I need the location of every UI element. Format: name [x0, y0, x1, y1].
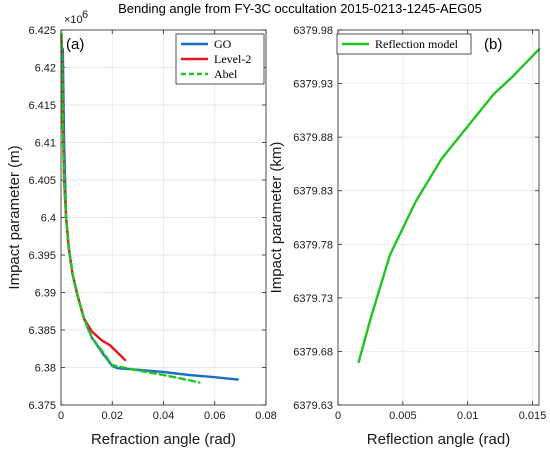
- y-exponent-label: ×10: [64, 14, 83, 26]
- y-exponent-power: 6: [82, 9, 88, 21]
- y-tick-label: 6.4: [41, 213, 56, 225]
- y-tick-label: 6.415: [28, 100, 56, 112]
- y-tick-label: 6.39: [35, 288, 56, 300]
- y-tick-label: 6.405: [28, 175, 56, 187]
- y-tick-label: 6.375: [28, 400, 56, 412]
- y-tick-label: 6.42: [35, 63, 56, 75]
- legend-entry: Level-2: [214, 52, 251, 66]
- x-tick-label: 0.08: [255, 410, 276, 422]
- figure-title: Bending angle from FY-3C occultation 201…: [118, 1, 482, 16]
- legend-entry: GO: [214, 37, 232, 51]
- x-tick-label: 0.04: [153, 410, 174, 422]
- x-axis-label: Refraction angle (rad): [91, 431, 236, 448]
- legend-box: [336, 33, 472, 55]
- y-tick-label: 6379.98: [293, 25, 333, 37]
- panel-a-chart: 0 0.02 0.04 0.06 0.08 6.375 6.38 6.385 6.39 6.395…: [6, 9, 277, 448]
- y-tick-label: 6379.88: [293, 132, 333, 144]
- legend-entry: Abel: [214, 67, 238, 81]
- x-tick-label: 0: [335, 410, 341, 422]
- y-tick-label: 6379.93: [293, 79, 333, 91]
- series-line-abel: [60, 32, 201, 384]
- panel-label: (a): [66, 36, 84, 53]
- y-tick-label: 6379.78: [293, 239, 333, 251]
- panel-label: (b): [484, 36, 502, 53]
- x-axis-label: Reflection angle (rad): [367, 431, 510, 448]
- x-tick-label: 0.005: [389, 410, 417, 422]
- y-tick-label: 6.41: [35, 138, 56, 150]
- y-tick-label: 6379.63: [293, 400, 333, 412]
- axes-frame: [60, 29, 267, 406]
- x-tick-label: 0.01: [457, 410, 478, 422]
- series-line-reflection-model: [357, 48, 541, 364]
- y-axis-label: Impact parameter (km): [268, 142, 285, 294]
- panel-b-chart: 0 0.005 0.01 0.015 6379.63 6379.68 6379.73 6379…: [268, 25, 546, 448]
- y-tick-label: 6.385: [28, 325, 56, 337]
- axes-frame: [337, 29, 540, 406]
- y-tick-label: 6379.68: [293, 346, 333, 358]
- x-tick-label: 0: [58, 410, 64, 422]
- y-tick-label: 6379.83: [293, 186, 333, 198]
- x-tick-label: 0.06: [204, 410, 225, 422]
- y-tick-label: 6.38: [35, 363, 56, 375]
- x-tick-label: 0.015: [519, 410, 547, 422]
- y-axis-label: Impact parameter (m): [6, 145, 23, 289]
- legend-entry: Reflection model: [375, 37, 459, 51]
- y-tick-label: 6379.73: [293, 293, 333, 305]
- x-tick-label: 0.02: [102, 410, 123, 422]
- plot-area: [338, 30, 539, 405]
- y-tick-label: 6.395: [28, 250, 56, 262]
- y-tick-label: 6.425: [28, 25, 56, 37]
